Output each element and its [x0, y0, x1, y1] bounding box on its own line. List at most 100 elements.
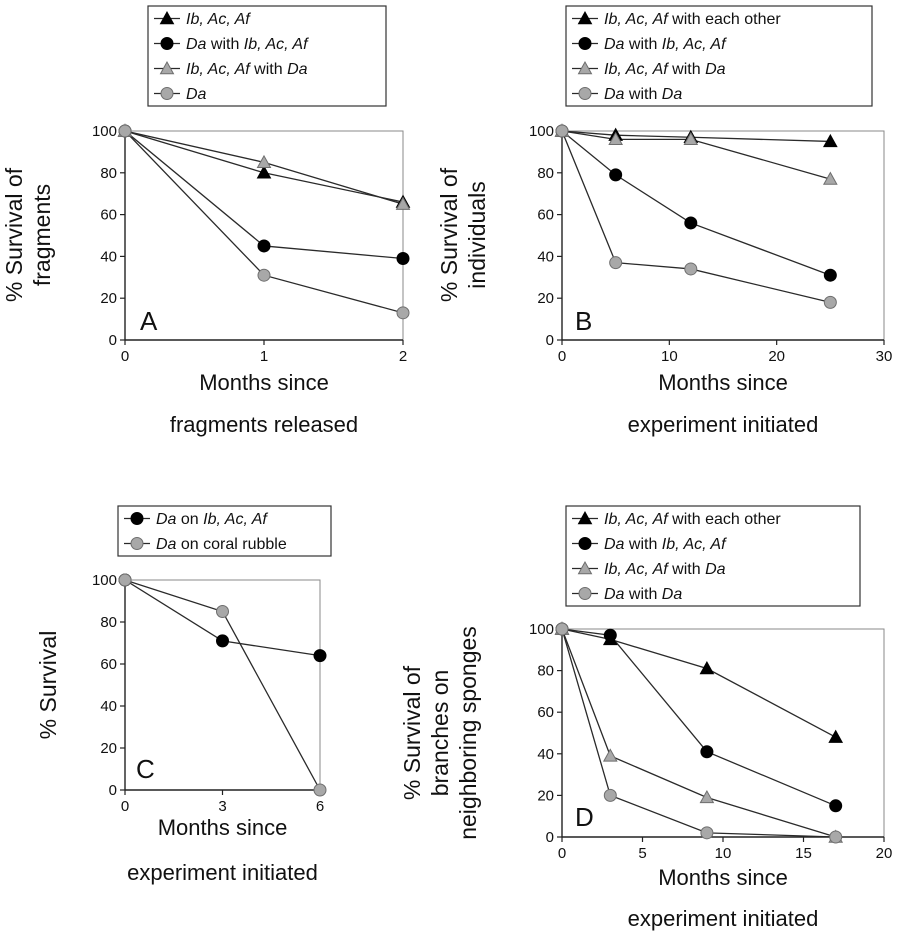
- panel-b-legend-label: Da with Da: [604, 86, 682, 103]
- panel-c: 0 20 40 60 80 100 0 3 6 C % Survival Months since ex…: [35, 505, 332, 885]
- panel-d-x-tick-label: 5: [638, 845, 646, 862]
- panel-d-series-2-line: [561, 628, 836, 807]
- panel-b-series-3-line: [561, 130, 831, 180]
- panel-a-y-axis-label: % Survival of: [1, 167, 27, 302]
- panel-a-y-tick-label: 100: [92, 123, 117, 140]
- panel-b-series-2-point: [609, 168, 623, 182]
- panel-a-series-4-point: [396, 306, 410, 320]
- panel-d-y-tick-label: 100: [529, 621, 554, 638]
- panel-b-x-tick-label: 0: [558, 348, 566, 365]
- panel-d-x-tick-label: 10: [715, 845, 732, 862]
- panel-c-x-axis-label: experiment initiated: [127, 860, 318, 885]
- panel-d-legend-swatch-marker: [577, 560, 593, 575]
- panel-b-series-2-point: [684, 216, 698, 230]
- panel-b-series-2-line: [561, 130, 831, 276]
- panel-b: 0 20 40 60 80 100 0 10 20 30 B % Survival of individ…: [436, 5, 892, 437]
- panel-a-series-2-line: [124, 130, 404, 260]
- panel-a-legend-label: Da: [186, 86, 207, 103]
- panel-c-y-tick-label: 60: [100, 656, 117, 673]
- panel-c-letter: C: [136, 754, 155, 784]
- panel-c-legend-swatch-marker: [130, 512, 144, 525]
- panel-d-y-tick-label: 60: [537, 704, 554, 721]
- panel-a-x-axis-label: Months since: [199, 370, 329, 395]
- panel-b-x-axis-label: Months since: [658, 370, 788, 395]
- panel-c-legend-swatch-marker: [130, 537, 144, 550]
- panel-d-series-1-point: [828, 729, 844, 743]
- panel-c-x-axis-label: Months since: [158, 815, 288, 840]
- panel-d-y-axis-label: branches on: [427, 670, 453, 797]
- panel-d-series-3-point: [602, 748, 618, 762]
- panel-d-y-tick-label: 40: [537, 746, 554, 763]
- panel-d-letter: D: [575, 802, 594, 832]
- panel-a-legend-label: Ib, Ac, Af with Da: [186, 61, 308, 78]
- panel-d-x-tick-label: 15: [795, 845, 812, 862]
- panel-a-legend-swatch-marker: [159, 10, 175, 25]
- panel-c-y-tick-label: 80: [100, 614, 117, 631]
- panel-a-legend-label: Ib, Ac, Af: [186, 11, 251, 28]
- panel-c-series-2-point: [313, 783, 327, 797]
- panel-a-series-2-point: [257, 239, 271, 253]
- panel-c-x-tick-label: 3: [218, 798, 226, 815]
- panel-b-legend-swatch-marker: [577, 10, 593, 25]
- panel-b-x-axis-label: experiment initiated: [628, 412, 819, 437]
- panel-b-series-3-point: [608, 131, 624, 146]
- panel-d-legend-label: Da with Ib, Ac, Af: [604, 536, 727, 553]
- panel-b-legend-label: Ib, Ac, Af with Da: [604, 61, 726, 78]
- panel-d-series-1-line: [561, 628, 837, 738]
- panel-b-y-tick-label: 0: [546, 332, 554, 349]
- panel-d-series-3-line: [561, 628, 836, 838]
- panel-a-y-tick-label: 20: [100, 290, 117, 307]
- panel-b-legend-label: Ib, Ac, Af with each other: [604, 11, 781, 28]
- panel-a-x-tick-label: 2: [399, 348, 407, 365]
- panel-b-y-tick-label: 80: [537, 165, 554, 182]
- panel-b-series-1-point: [822, 133, 838, 148]
- panel-b-series-4-line: [561, 130, 831, 304]
- panel-b-x-tick-label: 10: [661, 348, 678, 365]
- panel-a-legend-label: Da with Ib, Ac, Af: [186, 36, 309, 53]
- panel-d-y-axis-label: neighboring sponges: [455, 626, 481, 840]
- panel-c-y-axis-label: % Survival: [35, 631, 61, 740]
- panel-a-legend-swatch-marker: [160, 87, 174, 100]
- panel-c-legend-label: Da on coral rubble: [156, 536, 287, 553]
- panel-b-y-tick-label: 40: [537, 248, 554, 265]
- panel-a-legend: Ib, Ac, Af Da with Ib, Ac, Af Ib, Ac, Af w…: [147, 5, 387, 107]
- panel-d-legend-swatch-marker: [578, 537, 592, 550]
- panel-d-series-2-point: [700, 745, 714, 759]
- panel-b-y-tick-label: 60: [537, 207, 554, 224]
- panel-b-letter: B: [575, 306, 592, 336]
- panel-d-x-tick-label: 0: [558, 845, 566, 862]
- panel-a-legend-swatch-marker: [159, 60, 175, 75]
- panel-a-legend-box: [147, 5, 387, 107]
- panel-c-y-tick-label: 100: [92, 572, 117, 589]
- panel-a-y-tick-label: 40: [100, 248, 117, 265]
- panel-d-series-2-point: [829, 799, 843, 813]
- panel-b-y-axis-label: individuals: [464, 181, 490, 288]
- panel-c-x-tick-label: 0: [121, 798, 129, 815]
- panel-a-y-tick-label: 80: [100, 165, 117, 182]
- panel-b-legend-box: [565, 5, 873, 107]
- panel-b-legend-swatch-marker: [578, 87, 592, 100]
- panel-b-legend-swatch-marker: [578, 37, 592, 50]
- panel-d-x-tick-label: 20: [876, 845, 893, 862]
- panel-a-x-tick-label: 0: [121, 348, 129, 365]
- panel-d-legend: Ib, Ac, Af with each other Da with Ib, Ac…: [565, 505, 861, 607]
- panel-d-legend-swatch-marker: [577, 510, 593, 525]
- panel-a-series-4-point: [118, 124, 132, 138]
- panel-d-legend-label: Ib, Ac, Af with Da: [604, 561, 726, 578]
- panel-c-x-tick-label: 6: [316, 798, 324, 815]
- panel-c-series-2-point: [118, 573, 132, 587]
- panel-d-series-2-point: [603, 628, 617, 642]
- panel-b-y-tick-label: 100: [529, 123, 554, 140]
- panel-b-series-4-point: [555, 124, 569, 138]
- panel-d-x-axis-label: experiment initiated: [628, 906, 819, 931]
- panel-b-series-1-line: [561, 130, 831, 143]
- panel-d-y-tick-label: 20: [537, 787, 554, 804]
- panel-d: 0 20 40 60 80 100 0 5 10 15 20 D % Survival of branch…: [399, 505, 893, 931]
- panel-d-legend-label: Da with Da: [604, 586, 682, 603]
- panel-b-y-axis-label: % Survival of: [436, 167, 462, 302]
- panel-d-legend-swatch-marker: [578, 587, 592, 600]
- panel-d-y-axis-label: % Survival of: [399, 665, 425, 800]
- panel-b-legend: Ib, Ac, Af with each other Da with Ib, Ac…: [565, 5, 873, 107]
- panel-a-series-4-point: [257, 268, 271, 282]
- panel-b-y-tick-label: 20: [537, 290, 554, 307]
